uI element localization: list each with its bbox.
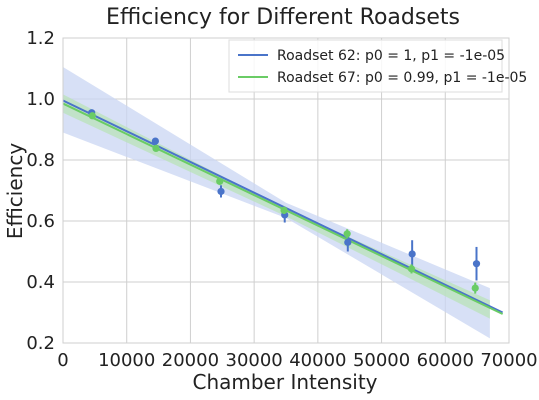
x-tick-label: 60000 [417,350,474,371]
y-tick-label: 0.4 [26,272,55,293]
fit-line [62,99,504,314]
data-points [88,109,481,294]
legend: Roadset 62: p0 = 1, p1 = -1e-05 Roadset 6… [228,39,527,93]
data-point [88,112,96,120]
data-point [472,260,481,268]
data-point [217,187,225,196]
y-tick-label: 1.0 [26,89,55,110]
x-axis-label: Chamber Intensity [192,370,377,394]
plot-frame [62,37,510,344]
data-point [151,137,159,145]
y-axis-ticks: 0.2 0.4 0.6 0.8 1.0 1.2 [26,28,55,354]
data-point [216,177,224,185]
data-point [471,284,479,292]
x-tick-label: 70000 [480,350,537,371]
legend-label: Roadset 62: p0 = 1, p1 = -1e-05 [277,48,505,64]
x-tick-label: 0 [57,350,68,371]
x-tick-label: 20000 [162,350,219,371]
y-axis-label: Efficiency [3,143,27,240]
x-tick-label: 50000 [353,350,410,371]
y-tick-label: 0.2 [26,333,55,354]
x-tick-label: 30000 [226,350,283,371]
x-tick-label: 40000 [289,350,346,371]
data-point [408,250,416,258]
data-point [152,144,160,153]
legend-label: Roadset 67: p0 = 0.99, p1 = -1e-05 [277,70,527,86]
data-point [344,238,352,246]
data-point [280,206,288,214]
x-tick-label: 10000 [98,350,155,371]
y-tick-label: 0.8 [26,150,55,171]
legend-box [228,39,503,93]
y-tick-label: 1.2 [26,28,55,49]
x-axis-ticks: 0 10000 20000 30000 40000 50000 60000 70000 [57,350,537,371]
chart-title: Efficiency for Different Roadsets [106,5,460,30]
data-point [407,265,416,273]
data-point [343,230,351,238]
y-tick-label: 0.6 [26,211,55,232]
